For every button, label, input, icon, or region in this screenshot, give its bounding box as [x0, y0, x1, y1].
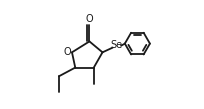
Text: O: O	[85, 14, 93, 24]
Text: Se: Se	[110, 40, 122, 50]
Text: O: O	[63, 47, 71, 57]
